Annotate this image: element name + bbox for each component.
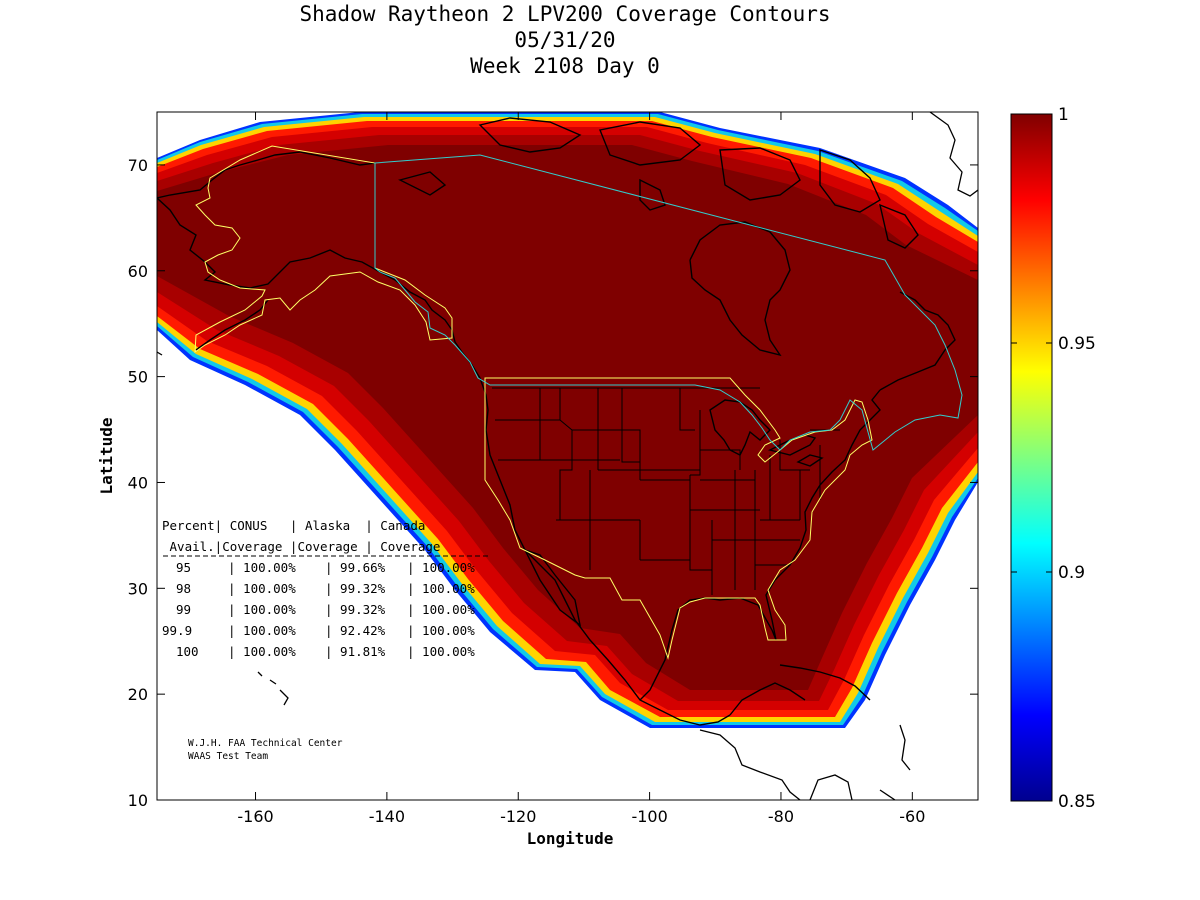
y-tick-label: 30: [128, 579, 148, 598]
x-tick-label: -60: [899, 807, 925, 826]
y-tick-label: 10: [128, 791, 148, 810]
credit-line-2: WAAS Test Team: [188, 751, 268, 762]
table-cell-avail: 99: [176, 602, 191, 617]
table-cell-alaska: | 91.81%: [325, 644, 386, 659]
colorbar-frame: [1010, 113, 1053, 802]
table-cell-avail: 99.9: [162, 623, 192, 638]
table-cell-canada: | 100.00%: [407, 560, 475, 575]
map-axes-frame: [156, 111, 979, 801]
y-tick-label: 60: [128, 262, 148, 281]
coverage-table-row: 99 | 100.00% | 99.32% | 100.00%: [176, 602, 475, 617]
map-week-day: Week 2108 Day 0: [470, 54, 660, 78]
colorbar-tick-label: 0.9: [1058, 563, 1085, 583]
table-cell-canada: | 100.00%: [407, 623, 475, 638]
coverage-table-header-2: Avail.|Coverage |Coverage | Coverage: [162, 539, 440, 554]
table-cell-canada: | 100.00%: [407, 644, 475, 659]
coastlines: [157, 117, 956, 726]
table-cell-alaska: | 99.32%: [325, 602, 386, 617]
y-axis-ticks: 10 20 30 40 50 60 70: [128, 156, 978, 810]
table-cell-avail: 98: [176, 581, 191, 596]
map-title: Shadow Raytheon 2 LPV200 Coverage Contou…: [299, 2, 831, 26]
full-coverage-region: [157, 145, 978, 690]
table-cell-alaska: | 99.66%: [325, 560, 386, 575]
x-axis-label: Longitude: [527, 829, 614, 848]
y-tick-label: 70: [128, 156, 148, 175]
table-cell-canada: | 100.00%: [407, 581, 475, 596]
colorbar: [1011, 114, 1052, 801]
x-tick-label: -160: [237, 807, 273, 826]
table-cell-conus: | 100.00%: [228, 602, 296, 617]
us-state-boundaries: [492, 387, 840, 595]
coverage-region: [157, 112, 978, 728]
table-cell-conus: | 100.00%: [228, 581, 296, 596]
coverage-table-row: 99.9 | 100.00% | 92.42% | 100.00%: [162, 623, 475, 638]
colorbar-tick-label: 1: [1058, 105, 1069, 125]
x-tick-label: -120: [500, 807, 536, 826]
x-tick-label: -80: [768, 807, 794, 826]
table-cell-alaska: | 99.32%: [325, 581, 386, 596]
alaska-conus-boundary: [194, 145, 873, 660]
table-cell-conus: | 100.00%: [228, 623, 296, 638]
y-axis-label: Latitude: [97, 417, 116, 494]
table-cell-canada: | 100.00%: [407, 602, 475, 617]
colorbar-tick-label: 0.95: [1058, 334, 1096, 354]
x-tick-label: -100: [631, 807, 667, 826]
table-cell-conus: | 100.00%: [228, 644, 296, 659]
coverage-table-row: 98 | 100.00% | 99.32% | 100.00%: [176, 581, 475, 596]
coverage-table: Percent| CONUS | Alaska | Canada Avail.|…: [162, 518, 490, 659]
map-date: 05/31/20: [514, 28, 616, 52]
table-cell-alaska: | 92.42%: [325, 623, 386, 638]
coverage-table-row: 100 | 100.00% | 91.81% | 100.00%: [176, 644, 475, 659]
canada-boundary: [374, 154, 963, 451]
coastlines-outside: [157, 112, 978, 800]
y-tick-label: 40: [128, 473, 148, 492]
table-cell-conus: | 100.00%: [228, 560, 296, 575]
x-axis-ticks: -160 -140 -120 -100 -80 -60: [237, 112, 925, 826]
y-tick-label: 50: [128, 368, 148, 387]
colorbar-ticks: 1 0.95 0.9 0.85: [1011, 105, 1096, 812]
coverage-table-header-1: Percent| CONUS | Alaska | Canada: [162, 518, 425, 533]
x-tick-label: -140: [369, 807, 405, 826]
coverage-table-row: 95 | 100.00% | 99.66% | 100.00%: [176, 560, 475, 575]
y-tick-label: 20: [128, 685, 148, 704]
table-cell-avail: 95: [176, 560, 191, 575]
table-cell-avail: 100: [176, 644, 199, 659]
colorbar-tick-label: 0.85: [1058, 792, 1096, 812]
credit-line-1: W.J.H. FAA Technical Center: [188, 738, 343, 749]
